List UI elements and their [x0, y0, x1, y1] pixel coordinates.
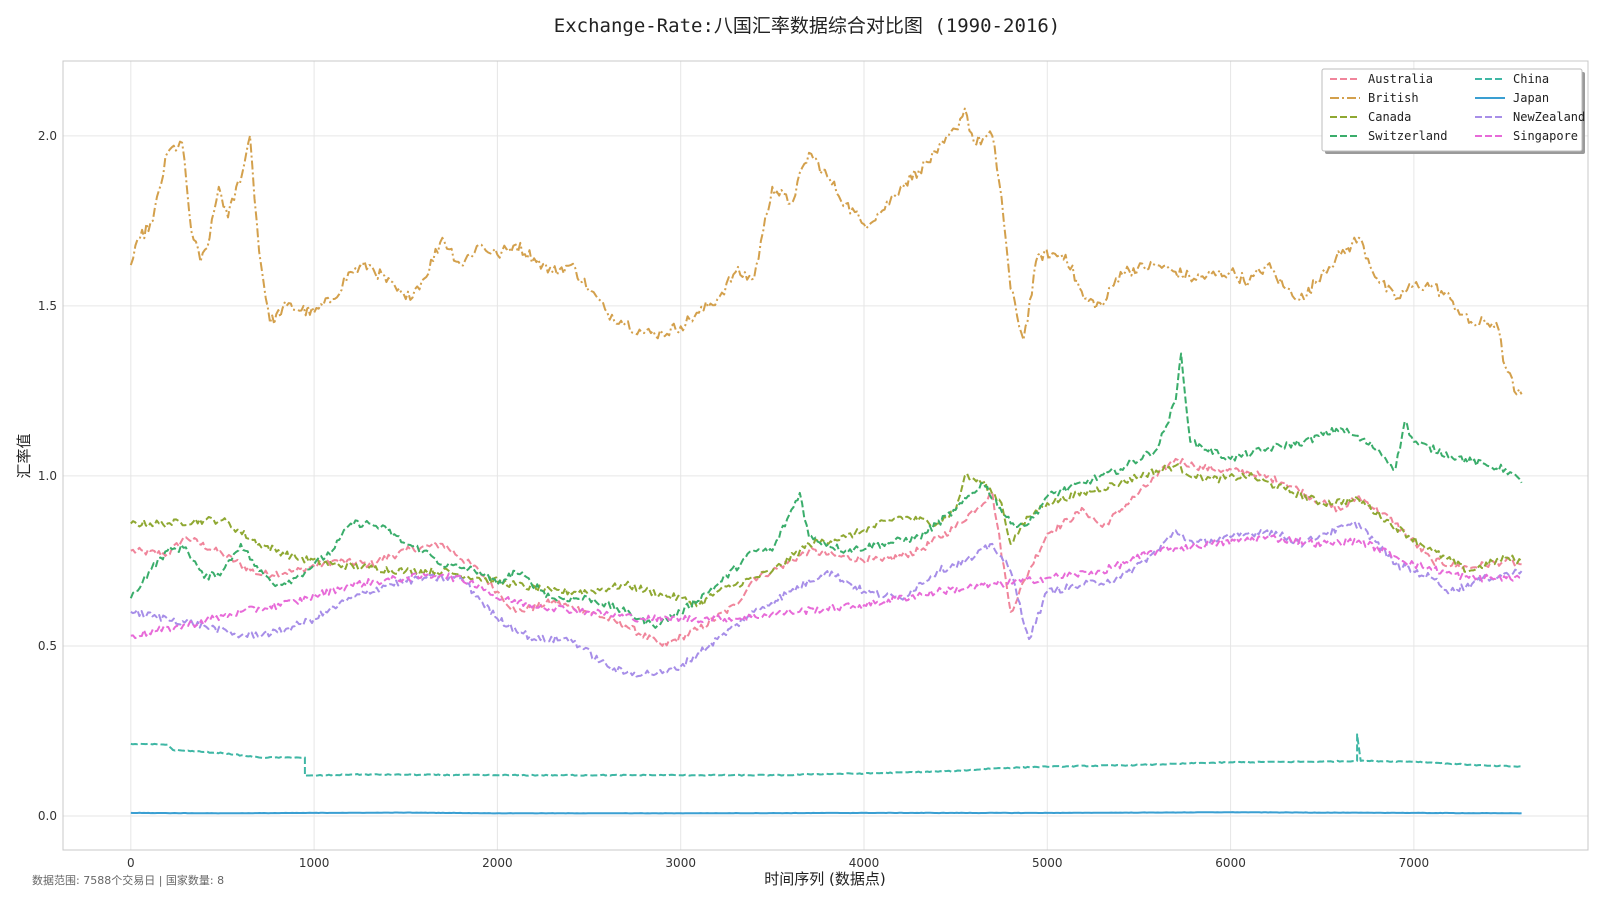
series-line-japan [130, 811, 1522, 815]
y-tick-label: 0.5 [38, 639, 57, 653]
legend-label-china: China [1513, 72, 1549, 86]
legend-label-singapore: Singapore [1513, 129, 1578, 143]
y-tick-label: 2.0 [38, 129, 57, 143]
series-line-singapore [130, 534, 1522, 640]
series-line-china [130, 733, 1522, 777]
x-tick-label: 7000 [1399, 856, 1430, 870]
grid-lines [63, 61, 1588, 850]
legend-label-japan: Japan [1513, 91, 1549, 105]
plot-area [62, 60, 1589, 851]
legend-label-newzealand: NewZealand [1513, 110, 1585, 124]
legend-label-switzerland: Switzerland [1368, 129, 1447, 143]
x-tick-label: 4000 [849, 856, 880, 870]
legend-label-canada: Canada [1368, 110, 1411, 124]
y-tick-label: 1.0 [38, 469, 57, 483]
y-tick-label: 1.5 [38, 299, 57, 313]
data-range-footnote: 数据范围: 7588个交易日 | 国家数量: 8 [32, 874, 225, 887]
series-line-australia [130, 457, 1522, 647]
x-axis-label: 时间序列 (数据点) [764, 870, 885, 888]
series-line-british [129, 107, 1523, 396]
y-axis-label: 汇率值 [15, 433, 33, 478]
series-lines [129, 107, 1523, 815]
x-tick-label: 1000 [299, 856, 330, 870]
x-tick-label: 5000 [1032, 856, 1063, 870]
chart-title: Exchange-Rate:八国汇率数据综合对比图 (1990-2016) [554, 15, 1060, 37]
x-tick-label: 3000 [665, 856, 696, 870]
x-tick-label: 0 [127, 856, 135, 870]
legend-box [1321, 68, 1583, 152]
x-tick-label: 6000 [1215, 856, 1246, 870]
series-line-switzerland [129, 352, 1523, 629]
axis-ticks: 0 1000 2000 3000 4000 5000 6000 7000 0.0 0.5 1.0 1.… [38, 129, 1429, 870]
legend-label-australia: Australia [1368, 72, 1433, 86]
legend: Australia British Canada Switzerland China Ja… [1321, 68, 1585, 154]
series-line-canada [130, 463, 1523, 608]
y-tick-label: 0.0 [38, 809, 57, 823]
legend-label-british: British [1368, 91, 1419, 105]
x-tick-label: 2000 [482, 856, 513, 870]
